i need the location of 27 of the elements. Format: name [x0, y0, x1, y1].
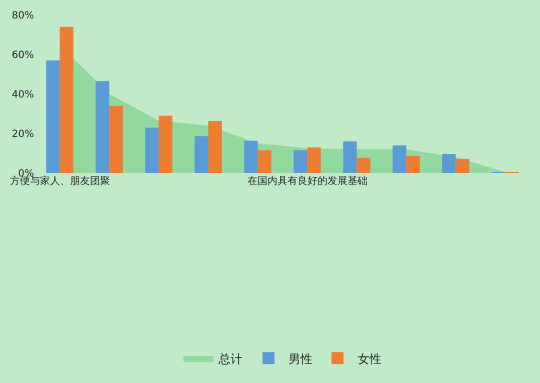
bar [158, 116, 172, 173]
bar [109, 106, 123, 173]
bar [145, 128, 159, 173]
bar [307, 147, 321, 173]
bar [60, 26, 74, 173]
bar [406, 156, 420, 173]
bar [208, 121, 222, 173]
legend-label: 女性 [358, 352, 382, 366]
legend-label: 男性 [288, 352, 312, 366]
y-tick-label: 40% [12, 90, 34, 100]
bar [456, 158, 470, 173]
bar [356, 158, 370, 173]
bar [194, 136, 208, 173]
x-tick-label: 在国内具有良好的发展基础 [247, 175, 368, 187]
bar [244, 140, 258, 173]
bar [258, 150, 272, 173]
bar [294, 150, 308, 173]
y-tick-label: 80% [12, 10, 34, 22]
bar [442, 154, 456, 173]
x-tick-label: 方便与家人、朋友团聚 [10, 175, 110, 187]
y-tick-label: 60% [12, 50, 34, 61]
legend-label: 总计 [218, 352, 242, 366]
y-tick-label: 20% [12, 129, 34, 140]
bar [392, 145, 406, 173]
bar [343, 141, 357, 173]
bar [96, 81, 110, 173]
bar [46, 60, 60, 173]
